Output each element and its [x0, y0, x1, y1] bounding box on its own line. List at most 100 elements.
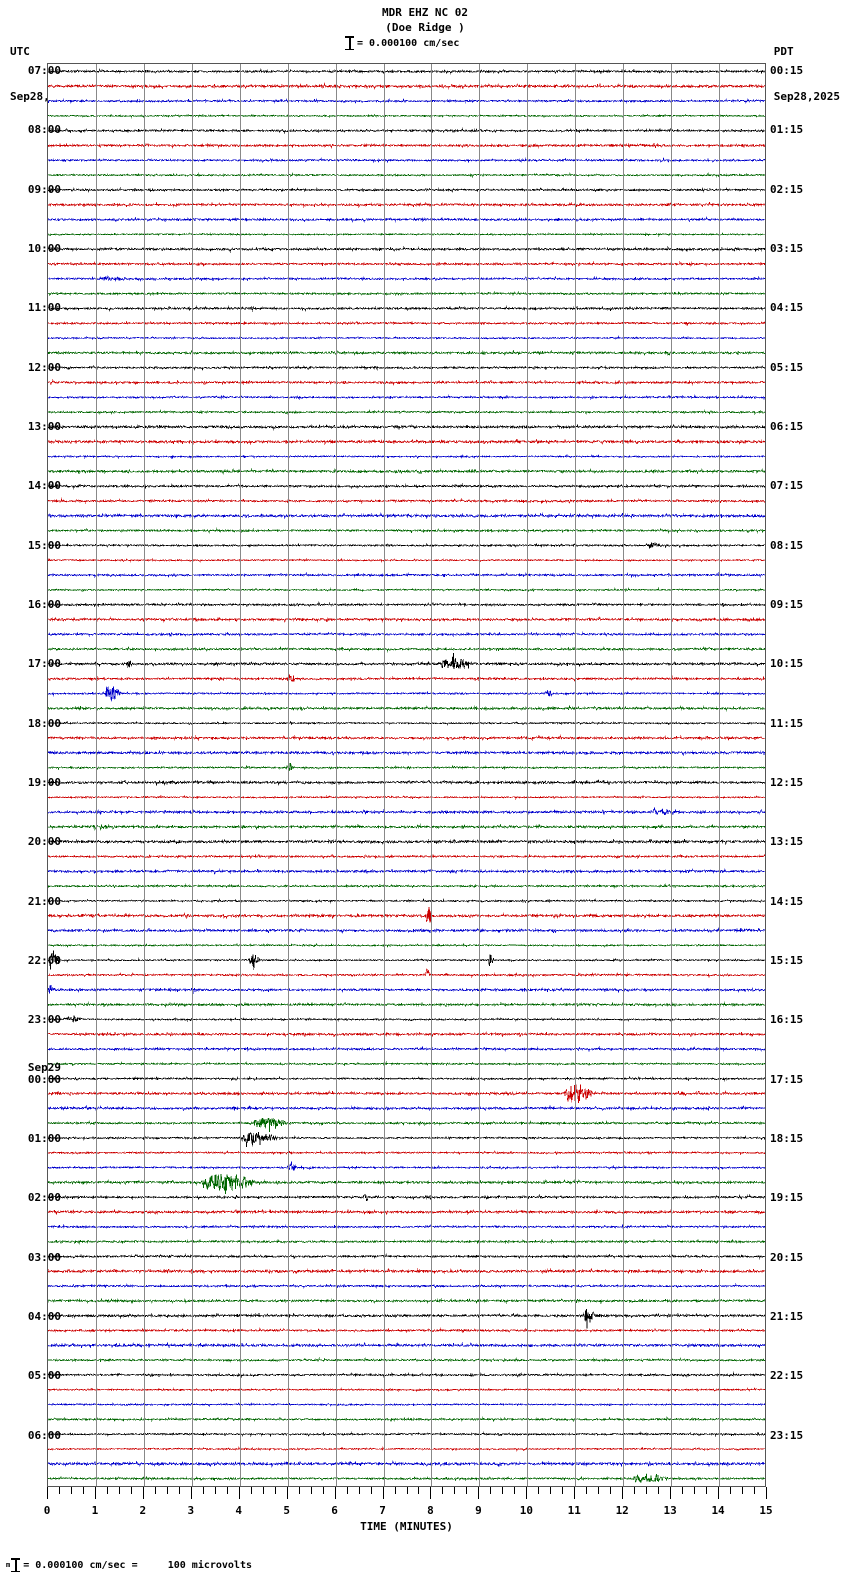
- seismic-traces: [48, 68, 765, 1484]
- axis-label-7: 7: [379, 1504, 386, 1517]
- trace-row-6: [48, 157, 765, 164]
- axis-label-3: 3: [187, 1504, 195, 1517]
- axis-tick-minor: [634, 1487, 636, 1494]
- header-right-timezone-block: PDT Sep28,2025: [774, 14, 840, 134]
- axis-tick-major-10: [526, 1487, 528, 1499]
- axis-tick-minor: [406, 1487, 408, 1494]
- hour-label-pdt-1015: 10:15: [770, 657, 804, 671]
- trace-row-50: [48, 807, 765, 816]
- hour-label-pdt-1315: 13:15: [770, 835, 804, 849]
- hour-label-pdt-2015: 20:15: [770, 1250, 804, 1264]
- header-right-tz: PDT: [773, 45, 794, 58]
- trace-row-9: [48, 201, 765, 209]
- trace-row-34: [48, 571, 765, 579]
- axis-tick-minor: [166, 1487, 168, 1494]
- hour-label-pdt-0915: 09:15: [770, 597, 804, 611]
- axis-tick-minor: [58, 1487, 60, 1494]
- axis-label-0: 0: [43, 1504, 51, 1517]
- axis-tick-major-7: [382, 1487, 384, 1499]
- helicorder-plot[interactable]: [47, 63, 766, 1487]
- trace-row-0: [48, 68, 765, 75]
- station-channel-line: MDR EHZ NC 02: [381, 6, 469, 19]
- axis-tick-minor: [346, 1487, 348, 1494]
- hour-label-utc-0600: 06:00: [27, 1428, 61, 1442]
- trace-row-45: [48, 734, 765, 742]
- hour-label-utc-2300: 23:00: [27, 1013, 61, 1027]
- gridline-minute-14: [719, 64, 721, 1486]
- gridline-minute-2: [143, 64, 145, 1486]
- trace-row-19: [48, 349, 765, 357]
- trace-row-61: [48, 968, 765, 979]
- trace-row-74: [48, 1161, 765, 1173]
- gridline-minute-4: [239, 64, 241, 1486]
- axis-tick-minor: [394, 1487, 396, 1494]
- axis-tick-minor: [274, 1487, 276, 1494]
- axis-label-2: 2: [139, 1504, 147, 1517]
- axis-tick-minor: [550, 1487, 552, 1494]
- trace-row-72: [48, 1132, 765, 1148]
- hour-label-utc-1500: 15:00: [27, 538, 61, 552]
- hour-label-pdt-1815: 18:15: [770, 1131, 804, 1145]
- trace-row-42: [48, 686, 765, 702]
- gridline-minute-1: [95, 64, 97, 1486]
- trace-row-75: [48, 1173, 765, 1194]
- axis-tick-minor: [298, 1487, 300, 1494]
- axis-tick-minor: [82, 1487, 84, 1494]
- trace-row-43: [48, 704, 765, 712]
- hour-label-pdt-0315: 03:15: [770, 241, 804, 255]
- axis-tick-minor: [322, 1487, 324, 1494]
- gridline-minute-6: [335, 64, 337, 1486]
- axis-tick-minor: [586, 1487, 588, 1494]
- trace-row-66: [48, 1045, 765, 1053]
- axis-label-12: 12: [615, 1504, 629, 1517]
- trace-row-49: [48, 794, 765, 800]
- trace-row-67: [48, 1060, 765, 1067]
- hour-label-utc-1400: 14:00: [27, 479, 61, 493]
- hour-label-utc-0200: 02:00: [27, 1191, 61, 1205]
- hour-label-utc-0000: 00:00: [27, 1072, 61, 1086]
- axis-label-11: 11: [567, 1504, 581, 1517]
- hour-label-pdt-0815: 08:15: [770, 538, 804, 552]
- trace-row-68: [48, 1075, 765, 1082]
- axis-tick-minor: [514, 1487, 516, 1494]
- hour-label-pdt-2115: 21:15: [770, 1309, 804, 1323]
- trace-row-39: [48, 645, 765, 653]
- scale-text: = 0.000100 cm/sec: [357, 37, 460, 49]
- axis-tick-minor: [118, 1487, 120, 1494]
- trace-row-69: [48, 1084, 765, 1103]
- trace-row-29: [48, 497, 765, 505]
- trace-row-90: [48, 1402, 765, 1408]
- axis-tick-minor: [214, 1487, 216, 1494]
- trace-row-83: [48, 1297, 765, 1305]
- trace-row-81: [48, 1267, 765, 1275]
- axis-label-6: 6: [331, 1504, 338, 1517]
- axis-label-1: 1: [91, 1504, 99, 1517]
- trace-row-18: [48, 335, 765, 341]
- gridline-minute-5: [287, 64, 289, 1486]
- axis-tick-minor: [202, 1487, 204, 1494]
- hour-label-pdt-1415: 14:15: [770, 894, 804, 908]
- header-left-tz: UTC: [10, 45, 30, 58]
- trace-row-21: [48, 378, 765, 386]
- gridline-minute-12: [623, 64, 625, 1486]
- hour-label-pdt-0415: 04:15: [770, 301, 804, 315]
- axis-label-10: 10: [519, 1504, 533, 1517]
- gridline-minute-8: [431, 64, 433, 1486]
- header-station-block: MDR EHZ NC 02 (Doe Ridge ): [0, 5, 850, 35]
- axis-tick-minor: [742, 1487, 744, 1494]
- trace-row-16: [48, 305, 765, 312]
- hour-label-utc-2200: 22:00: [27, 953, 61, 967]
- trace-row-4: [48, 127, 765, 135]
- axis-tick-major-15: [766, 1487, 767, 1499]
- gridline-minute-3: [191, 64, 193, 1486]
- gridline-minute-13: [671, 64, 673, 1486]
- hour-label-utc-0800: 08:00: [27, 123, 61, 137]
- time-axis-ticks: [47, 1487, 767, 1503]
- trace-row-31: [48, 527, 765, 534]
- axis-tick-minor: [178, 1487, 180, 1494]
- axis-tick-minor: [646, 1487, 648, 1494]
- axis-tick-minor: [250, 1487, 252, 1494]
- axis-title: TIME (MINUTES): [360, 1520, 453, 1533]
- trace-row-15: [48, 290, 765, 297]
